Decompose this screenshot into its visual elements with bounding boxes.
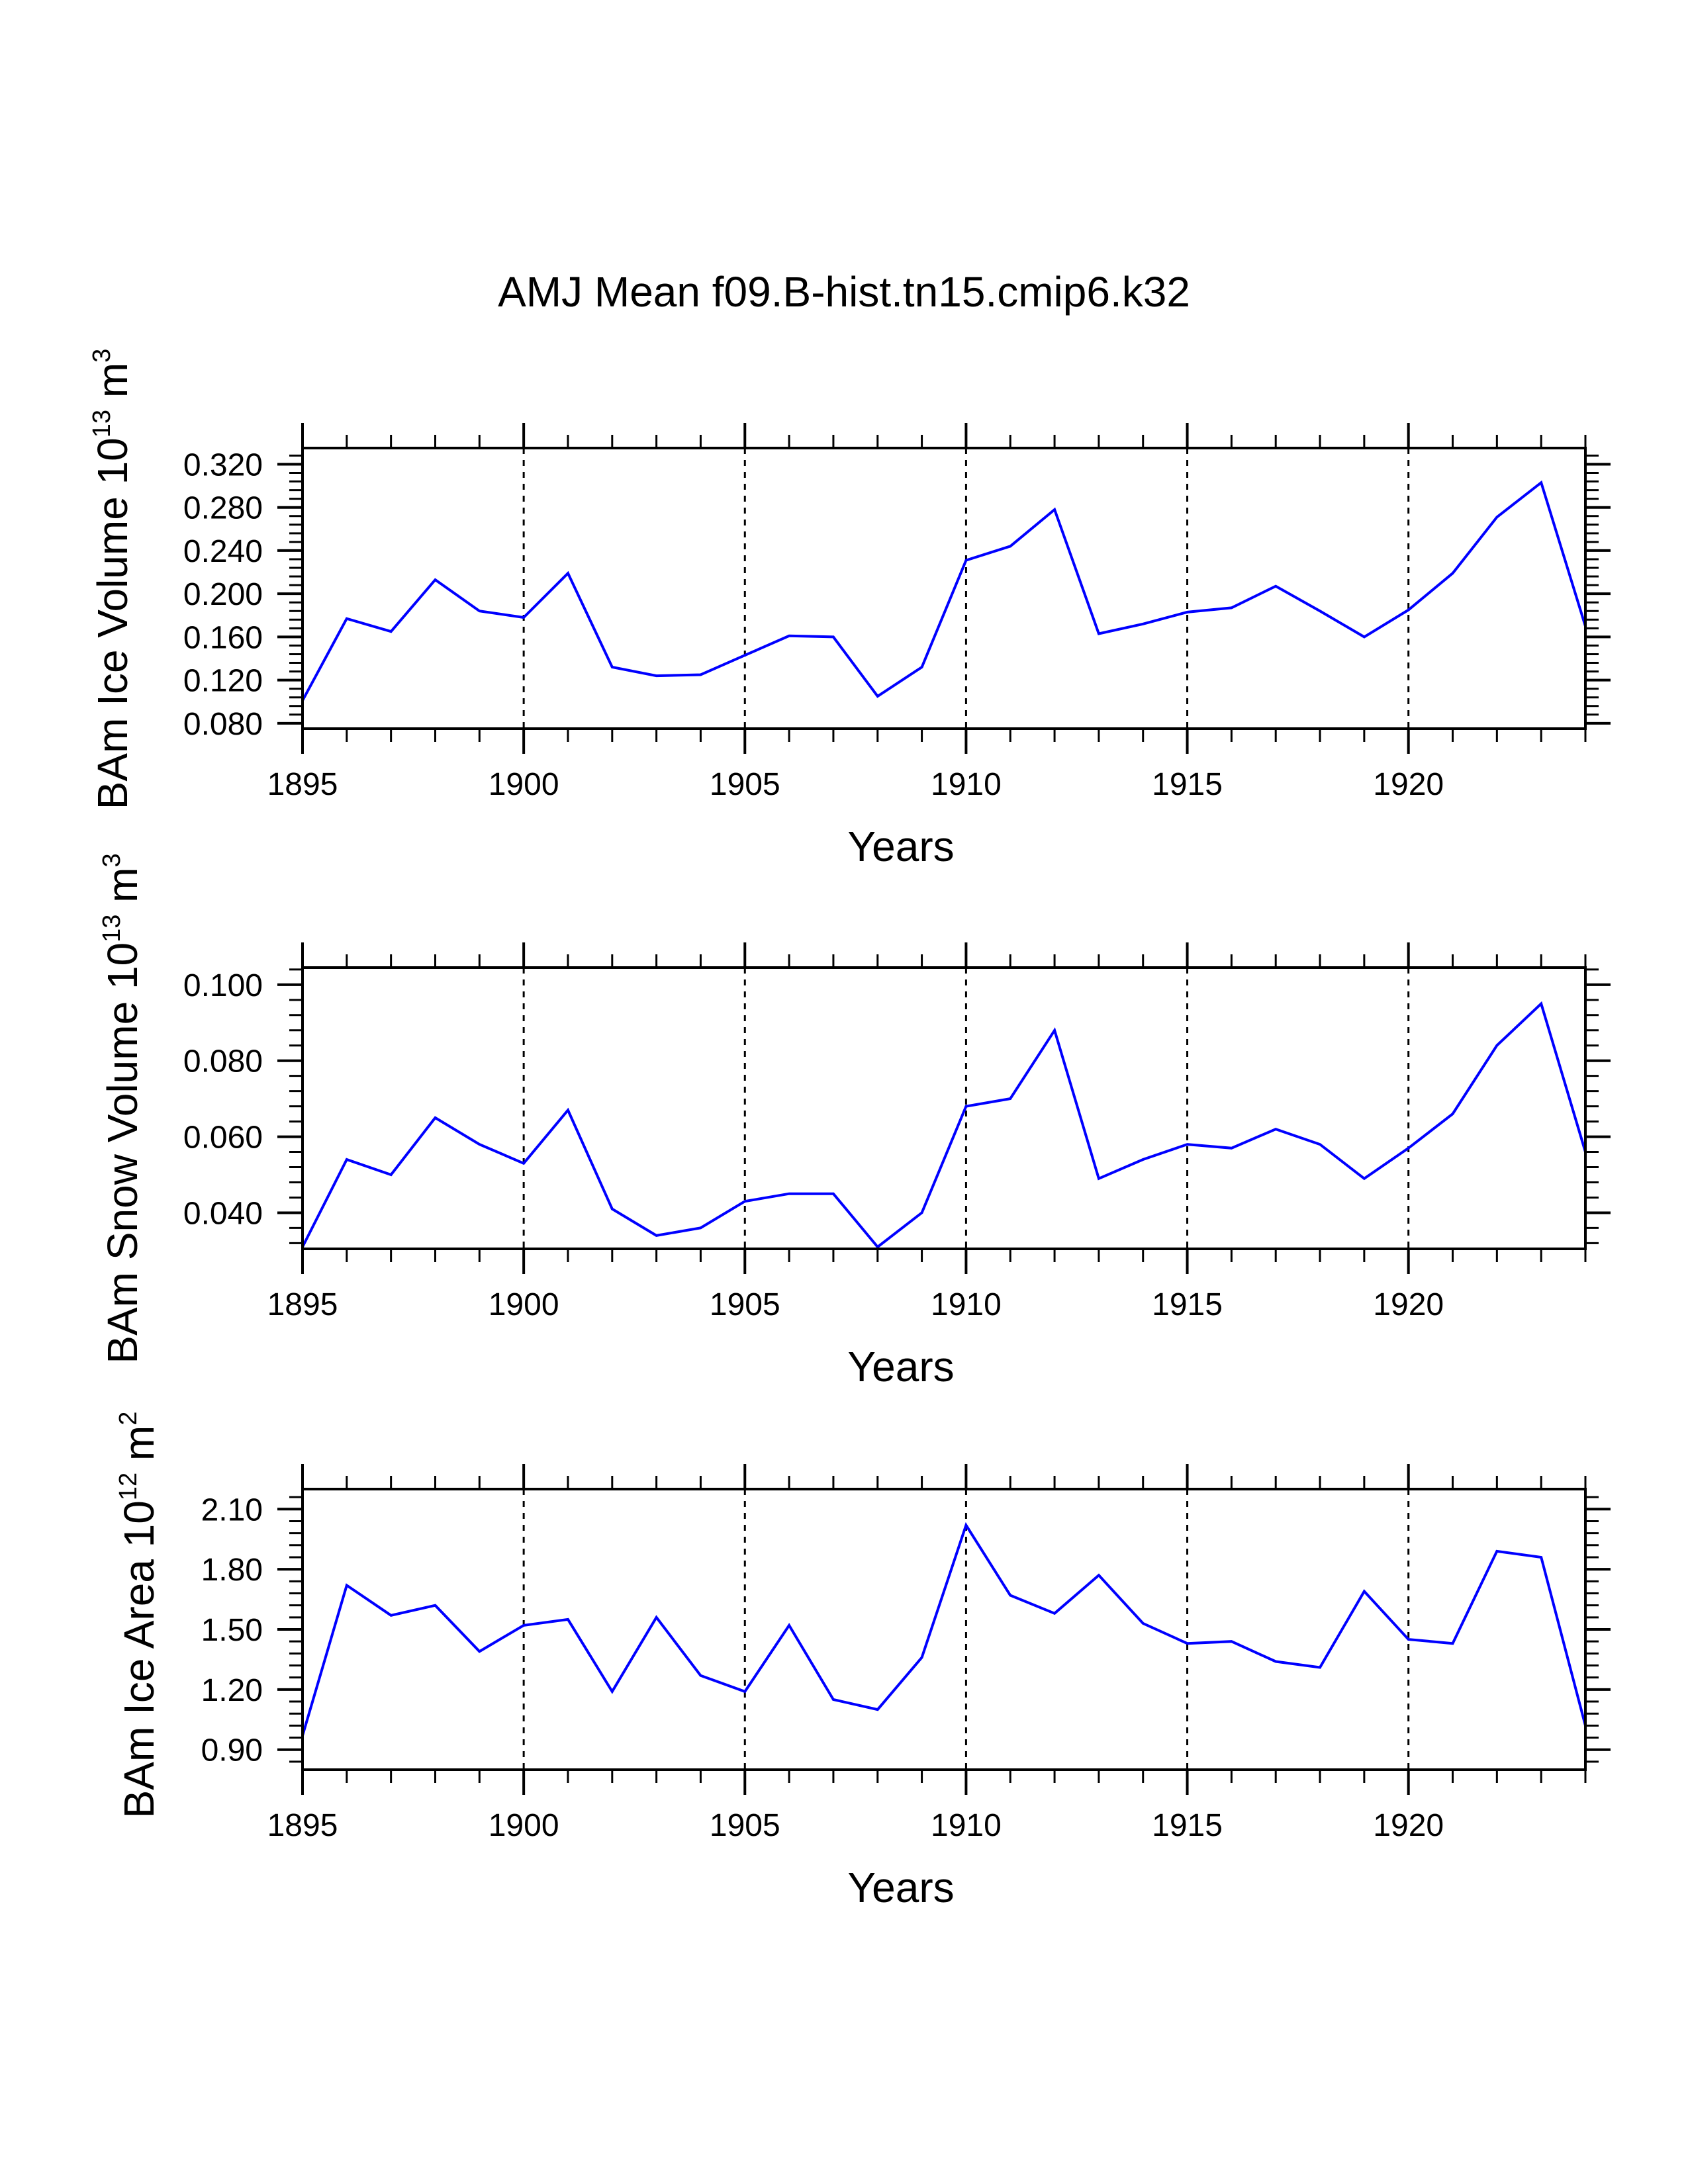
x-tick-label-1905: 1905: [710, 767, 780, 802]
plot-frame: [301, 447, 1587, 730]
x-tick-label-1910: 1910: [931, 1808, 1002, 1843]
y-axis-title: BAm Snow Volume 1013 m3: [98, 853, 146, 1363]
y-tick-label-4: 2.10: [201, 1492, 263, 1527]
x-axis-title: Years: [847, 823, 954, 870]
y-axis-title-unit-exponent: 3: [88, 349, 116, 363]
panels: 1895 1900 1905 1910 1915 1920 0.080 0.120 0.160 0…: [88, 349, 1611, 1911]
y-tick-label-3: 0.100: [183, 968, 263, 1003]
y-axis-title-exponent: 12: [115, 1473, 142, 1500]
y-tick-label-3: 0.200: [183, 577, 263, 612]
y-axis-title-unit: m: [89, 363, 136, 410]
panel-snow-volume: 1895 1900 1905 1910 1915 1920 0.040 0.060 0.080 0…: [98, 853, 1611, 1390]
y-tick-label-6: 0.320: [183, 447, 263, 482]
x-axis-title: Years: [847, 1864, 954, 1911]
x-tick-label-1910: 1910: [931, 767, 1002, 802]
y-tick-label-0: 0.080: [183, 707, 263, 742]
y-axis-title: BAm Ice Volume 1013 m3: [88, 349, 136, 810]
y-axis-title-exponent: 13: [98, 915, 126, 942]
x-tick-label-1910: 1910: [931, 1287, 1002, 1322]
y-axis-title-text: BAm Ice Area 10: [115, 1500, 163, 1818]
x-tick-label-1905: 1905: [710, 1808, 780, 1843]
panel-ice-volume: 1895 1900 1905 1910 1915 1920 0.080 0.120 0.160 0…: [88, 349, 1611, 870]
figure-title: AMJ Mean f09.B-hist.tn15.cmip6.k32: [498, 268, 1190, 316]
x-tick-label-1905: 1905: [710, 1287, 780, 1322]
plot-frame: [301, 966, 1587, 1250]
y-tick-label-0: 0.90: [201, 1733, 263, 1768]
x-tick-label-1900: 1900: [489, 1287, 559, 1322]
y-tick-label-3: 1.80: [201, 1553, 263, 1588]
y-axis-title-text: BAm Ice Volume 10: [89, 437, 136, 809]
series-line-ice-volume: [301, 480, 1587, 702]
y-tick-label-1: 1.20: [201, 1673, 263, 1708]
panel-ice-area: 1895 1900 1905 1910 1915 1920 0.90 1.20 1.50 1.80…: [115, 1412, 1611, 1911]
y-tick-label-5: 0.280: [183, 491, 263, 526]
y-tick-label-2: 0.160: [183, 620, 263, 655]
series-line-snow-volume: [301, 1001, 1587, 1249]
y-axis-title: BAm Ice Area 1012 m2: [115, 1412, 163, 1819]
x-tick-label-1895: 1895: [267, 767, 338, 802]
y-axis-title-exponent: 13: [88, 410, 116, 437]
x-tick-label-1915: 1915: [1152, 767, 1223, 802]
x-tick-label-1900: 1900: [489, 767, 559, 802]
y-tick-label-1: 0.060: [183, 1120, 263, 1156]
x-tick-label-1920: 1920: [1373, 767, 1444, 802]
y-tick-label-0: 0.040: [183, 1196, 263, 1231]
y-tick-label-2: 1.50: [201, 1613, 263, 1648]
series-line-ice-area: [301, 1522, 1587, 1737]
y-axis-title-unit: m: [115, 1426, 163, 1473]
y-axis-title-unit: m: [99, 867, 146, 914]
x-tick-label-1900: 1900: [489, 1808, 559, 1843]
x-tick-label-1895: 1895: [267, 1808, 338, 1843]
x-tick-label-1920: 1920: [1373, 1808, 1444, 1843]
x-tick-label-1895: 1895: [267, 1287, 338, 1322]
x-tick-label-1915: 1915: [1152, 1287, 1223, 1322]
y-tick-label-2: 0.080: [183, 1044, 263, 1079]
x-tick-label-1915: 1915: [1152, 1808, 1223, 1843]
x-axis-title: Years: [847, 1343, 954, 1390]
y-tick-label-1: 0.120: [183, 664, 263, 699]
y-axis-title-unit-exponent: 3: [98, 853, 126, 867]
y-tick-label-4: 0.240: [183, 534, 263, 569]
x-tick-label-1920: 1920: [1373, 1287, 1444, 1322]
y-axis-title-unit-exponent: 2: [115, 1412, 142, 1426]
y-axis-title-text: BAm Snow Volume 10: [99, 942, 146, 1364]
